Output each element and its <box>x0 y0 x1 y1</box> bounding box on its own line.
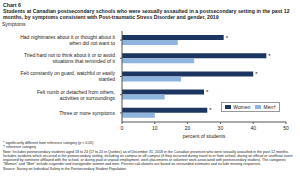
svg-text:Symptoms: Symptoms <box>8 22 26 27</box>
html-text:Chart 6: Chart 6 <box>3 2 21 8</box>
svg-text:percent of students: percent of students <box>183 133 226 139</box>
html-text:Note: Includes postsecondary s: Note: Includes postsecondary students ag… <box>3 149 293 167</box>
html-text:Source: Survey on Individual S: Source: Survey on Individual Safety in t… <box>3 166 127 171</box>
svg-text:*: * <box>209 107 212 113</box>
svg-text:Tried hard not to think about: Tried hard not to think about it or to a… <box>24 52 116 64</box>
svg-text:10: 10 <box>152 125 158 131</box>
svg-text:*: * <box>255 71 258 77</box>
svg-text:Felt numb or detached from oth: Felt numb or detached from others,activi… <box>37 89 116 101</box>
svg-text:Felt constantly on guard, watc: Felt constantly on guard, watchful or ea… <box>21 70 116 82</box>
svg-text:Had nightmares about it or tho: Had nightmares about it or thought about… <box>20 34 115 46</box>
svg-text:20: 20 <box>185 125 191 131</box>
svg-text:*: * <box>206 89 209 95</box>
svg-text:40: 40 <box>250 125 256 131</box>
svg-text:30: 30 <box>218 125 224 131</box>
html-text:* significantly different from: * significantly different from reference… <box>3 141 94 145</box>
svg-text:0: 0 <box>121 125 124 131</box>
svg-text:*: * <box>226 35 229 41</box>
svg-text:*: * <box>268 53 271 59</box>
html-text:† reference category: † reference category <box>3 145 36 150</box>
html-text:Men†: Men† <box>263 104 276 110</box>
html-text:Women: Women <box>233 104 251 110</box>
svg-text:50: 50 <box>283 125 289 131</box>
html-text:Students at Canadian postsecon: Students at Canadian postsecondary schoo… <box>3 8 290 20</box>
svg-text:Three or more symptoms: Three or more symptoms <box>59 110 115 116</box>
